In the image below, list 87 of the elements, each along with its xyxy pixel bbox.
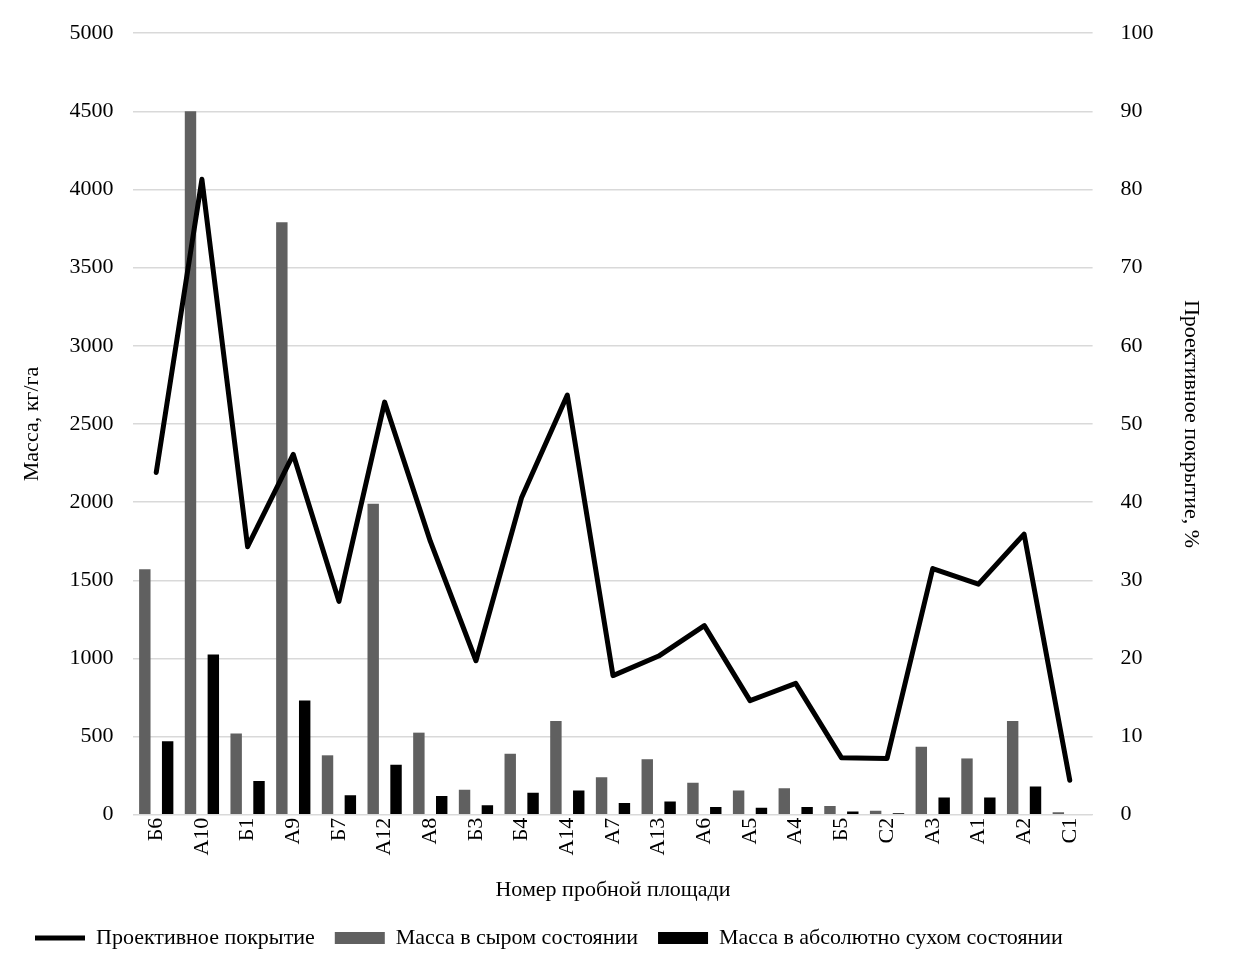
y2-tick-label: 90: [1120, 97, 1143, 123]
bar: [618, 802, 631, 814]
bar: [321, 755, 334, 814]
bar: [824, 806, 836, 814]
bar: [436, 795, 448, 814]
y-tick-label: 2000: [69, 487, 114, 513]
x-tick-label: А9: [279, 817, 305, 845]
x-tick-label: Б6: [142, 817, 168, 842]
y-tick-label: 5000: [69, 18, 114, 44]
bar: [458, 789, 471, 814]
x-tick-label: А14: [553, 817, 579, 856]
x-tick-label: Б4: [507, 817, 533, 842]
x-tick-label: А6: [690, 817, 716, 845]
y-tick-label: 4000: [69, 175, 114, 201]
y2-tick-label: 70: [1120, 253, 1143, 279]
bar: [732, 790, 745, 814]
bar: [869, 810, 882, 814]
y-tick-label: 4500: [69, 97, 114, 123]
y-tick-label: 3500: [69, 253, 114, 279]
bar: [367, 503, 379, 814]
bar: [413, 732, 425, 814]
bar: [298, 700, 311, 814]
bar: [755, 807, 768, 814]
bar: [915, 746, 928, 814]
x-tick-label: А10: [187, 817, 213, 856]
bar: [595, 777, 608, 814]
y-tick-label: 2500: [69, 409, 114, 435]
bar: [961, 758, 973, 814]
y2-tick-label: 40: [1120, 487, 1143, 513]
y2-tick-label: 10: [1120, 722, 1143, 748]
x-tick-label: А12: [370, 817, 396, 856]
y2-tick-label: 60: [1120, 331, 1143, 357]
x-tick-label: А5: [735, 817, 761, 845]
bar: [481, 805, 494, 814]
y2-tick-label: 50: [1120, 409, 1143, 435]
bar: [664, 801, 676, 814]
legend-label: Масса в сыром состоянии: [395, 923, 639, 949]
bar: [253, 781, 265, 814]
bar: [1006, 720, 1019, 814]
bar: [984, 797, 996, 814]
x-tick-label: С1: [1055, 817, 1081, 844]
y2-axis-title: Проективное покрытие, %: [1180, 299, 1206, 549]
legend-label: Проективное покрытие: [96, 923, 315, 949]
bar: [207, 654, 220, 814]
y-tick-label: 1000: [69, 644, 114, 670]
bar: [161, 741, 174, 814]
x-tick-label: А13: [644, 817, 670, 856]
x-tick-label: А3: [918, 817, 944, 845]
x-tick-label: А8: [416, 817, 442, 845]
y-tick-label: 0: [102, 800, 114, 826]
bar: [710, 806, 722, 814]
x-tick-label: А7: [598, 817, 624, 845]
y-tick-label: 500: [80, 722, 114, 748]
x-tick-label: А2: [1009, 817, 1035, 845]
x-axis-title: Номер пробной площади: [495, 875, 731, 901]
bar: [504, 753, 516, 814]
y2-tick-label: 0: [1120, 800, 1132, 826]
x-tick-label: Б7: [324, 817, 350, 842]
y-axis-title: Масса, кг/га: [17, 366, 43, 482]
x-tick-label: А1: [964, 817, 990, 845]
bar: [230, 733, 242, 814]
bar: [938, 797, 950, 814]
bar: [641, 759, 653, 814]
x-tick-label: Б5: [827, 817, 853, 842]
bar: [276, 222, 288, 814]
x-tick-label: С2: [872, 817, 898, 844]
y2-tick-label: 30: [1120, 566, 1143, 592]
bar: [1029, 786, 1042, 814]
x-tick-label: А4: [781, 817, 807, 845]
x-tick-label: Б3: [461, 817, 487, 842]
bar: [344, 795, 357, 814]
bar: [139, 569, 151, 814]
bar: [687, 782, 699, 814]
y2-tick-label: 100: [1120, 18, 1154, 44]
x-tick-label: Б1: [233, 817, 259, 842]
bar: [184, 111, 197, 814]
bar: [801, 806, 813, 814]
legend-label: Масса в абсолютно сухом состоянии: [719, 923, 1064, 949]
bar: [778, 788, 790, 814]
y2-tick-label: 80: [1120, 175, 1143, 201]
y2-tick-label: 20: [1120, 644, 1143, 670]
y-tick-label: 1500: [69, 566, 114, 592]
bar: [550, 720, 562, 814]
y-tick-label: 3000: [69, 331, 114, 357]
bar: [573, 790, 585, 814]
bar: [390, 764, 402, 814]
bar: [527, 792, 539, 814]
